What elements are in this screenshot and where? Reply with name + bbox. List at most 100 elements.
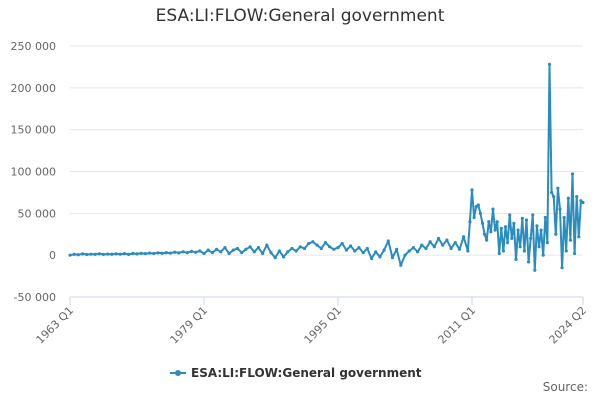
data-point bbox=[240, 251, 244, 255]
data-point bbox=[110, 252, 114, 256]
data-point bbox=[495, 220, 499, 224]
data-point bbox=[131, 251, 135, 256]
data-point bbox=[382, 248, 386, 252]
data-point bbox=[127, 252, 131, 256]
data-point bbox=[223, 246, 227, 250]
data-point bbox=[462, 235, 466, 239]
data-point bbox=[122, 252, 127, 256]
data-point bbox=[403, 253, 407, 257]
data-point bbox=[265, 243, 269, 247]
data-point bbox=[547, 62, 552, 67]
data-point bbox=[497, 251, 501, 256]
data-point bbox=[244, 247, 248, 251]
data-point bbox=[143, 252, 147, 256]
data-point bbox=[489, 230, 493, 234]
x-tick-label: 1995 Q1 bbox=[302, 304, 345, 347]
data-point bbox=[566, 196, 570, 200]
data-point bbox=[290, 246, 294, 251]
data-point bbox=[487, 220, 491, 224]
y-tick-label: 50 000 bbox=[18, 207, 57, 220]
data-point bbox=[210, 251, 214, 255]
data-point bbox=[573, 251, 577, 256]
data-point bbox=[480, 221, 485, 225]
data-point bbox=[535, 224, 539, 228]
data-point bbox=[85, 252, 89, 257]
data-point bbox=[76, 253, 80, 257]
data-point bbox=[332, 247, 336, 251]
data-point bbox=[206, 248, 210, 252]
legend-label[interactable]: ESA:LI:FLOW:General government bbox=[191, 366, 422, 380]
data-point bbox=[281, 255, 286, 259]
data-point bbox=[524, 218, 529, 222]
data-point bbox=[501, 249, 506, 253]
data-point bbox=[522, 249, 526, 253]
data-point bbox=[294, 249, 298, 253]
data-point bbox=[558, 207, 562, 211]
data-point bbox=[336, 246, 340, 250]
data-point bbox=[516, 228, 520, 232]
data-point bbox=[441, 243, 445, 247]
data-point bbox=[160, 251, 164, 255]
data-point bbox=[315, 243, 319, 247]
data-point bbox=[539, 228, 543, 232]
data-point bbox=[457, 247, 462, 251]
data-point bbox=[277, 249, 281, 253]
data-point bbox=[361, 251, 365, 255]
data-point bbox=[181, 250, 185, 254]
data-point bbox=[468, 220, 472, 224]
data-point bbox=[470, 188, 474, 192]
data-point bbox=[575, 195, 579, 199]
data-point bbox=[173, 250, 177, 254]
data-point bbox=[256, 246, 261, 250]
data-point bbox=[168, 251, 173, 255]
data-point bbox=[449, 246, 453, 251]
data-point bbox=[499, 226, 503, 230]
data-point bbox=[328, 245, 332, 249]
data-point bbox=[202, 251, 206, 256]
data-point bbox=[252, 250, 256, 254]
data-point bbox=[478, 211, 482, 215]
data-point bbox=[93, 252, 97, 256]
data-point bbox=[533, 268, 537, 272]
data-point bbox=[177, 251, 181, 255]
data-point bbox=[319, 246, 323, 251]
data-point bbox=[399, 263, 403, 267]
data-point bbox=[298, 245, 302, 249]
data-point bbox=[512, 221, 516, 225]
series-line bbox=[69, 63, 584, 272]
data-point bbox=[541, 253, 545, 257]
data-point bbox=[581, 200, 585, 205]
data-point bbox=[415, 250, 420, 254]
y-tick-label: -50 000 bbox=[14, 291, 56, 304]
data-point bbox=[411, 246, 415, 250]
data-point bbox=[353, 249, 357, 253]
source-label: Source: bbox=[542, 380, 588, 394]
x-tick-label: 2011 Q1 bbox=[436, 304, 479, 347]
data-point bbox=[164, 251, 168, 255]
data-point bbox=[227, 251, 231, 256]
data-point bbox=[214, 247, 219, 251]
data-point bbox=[485, 238, 489, 242]
data-point bbox=[248, 245, 252, 249]
data-point bbox=[118, 252, 122, 256]
data-point bbox=[445, 238, 449, 242]
data-point bbox=[135, 252, 139, 256]
data-point bbox=[340, 241, 344, 246]
data-point bbox=[147, 251, 152, 255]
data-point bbox=[348, 244, 353, 248]
data-point bbox=[552, 195, 556, 199]
data-point bbox=[506, 241, 510, 245]
y-tick-label: 250 000 bbox=[11, 40, 57, 53]
data-point bbox=[560, 266, 564, 270]
data-point bbox=[219, 250, 223, 254]
x-tick-label: 2024 Q2 bbox=[547, 304, 590, 347]
data-point bbox=[424, 246, 428, 251]
legend-symbol-marker bbox=[175, 370, 181, 376]
data-point bbox=[493, 228, 497, 232]
data-point bbox=[286, 250, 290, 254]
data-point bbox=[185, 251, 189, 255]
data-point bbox=[514, 257, 518, 261]
data-point bbox=[198, 249, 202, 253]
data-point bbox=[378, 255, 382, 259]
